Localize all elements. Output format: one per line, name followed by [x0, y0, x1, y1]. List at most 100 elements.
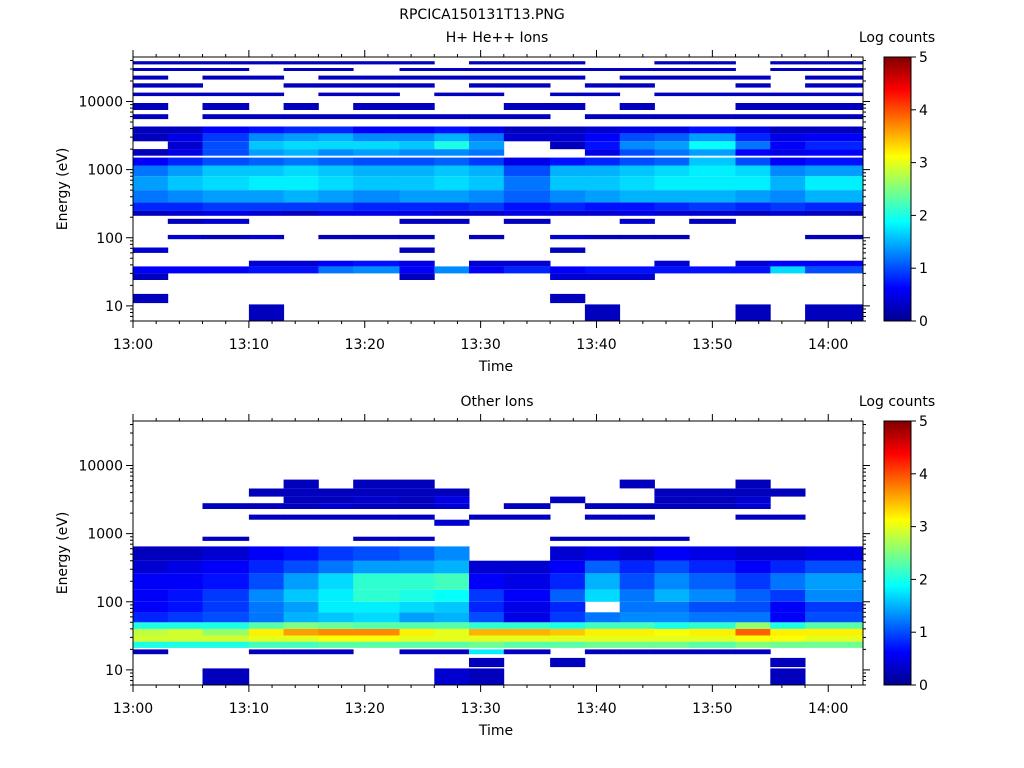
heatmap-cell [735, 304, 771, 321]
heatmap-cell [584, 176, 621, 191]
heatmap-cell [318, 68, 354, 71]
heatmap-cell [133, 165, 169, 177]
heatmap-cell [689, 628, 736, 636]
heatmap-cell [619, 176, 655, 191]
heatmap-cell [469, 560, 505, 574]
heatmap-cell [735, 496, 771, 504]
heatmap-cell [469, 601, 505, 613]
heatmap-cell [248, 546, 285, 561]
heatmap-cell [133, 176, 169, 191]
heatmap-cell [318, 266, 354, 274]
heatmap-cell [133, 266, 169, 274]
panel-1-colorbar-ticks: 0 1 2 3 4 5 [911, 50, 928, 330]
heatmap-cell [202, 234, 250, 240]
heatmap-cell [619, 514, 655, 520]
heatmap-cell [503, 190, 551, 203]
heatmap-cell [619, 114, 655, 120]
heatmap-cell [503, 514, 551, 520]
heatmap-cell [469, 149, 505, 156]
heatmap-cell [654, 202, 690, 211]
heatmap-cell [133, 560, 169, 574]
heatmap-cell [202, 114, 250, 120]
heatmap-cell [133, 75, 169, 80]
heatmap-cell [469, 190, 505, 203]
heatmap-cell [735, 514, 771, 520]
heatmap-cell [689, 133, 736, 142]
heatmap-cell [503, 218, 551, 224]
heatmap-cell [434, 141, 470, 150]
heatmap-cell [399, 83, 435, 88]
heatmap-cell [654, 496, 690, 504]
heatmap-cell [318, 165, 354, 177]
panel-1-x-axis: 13:00 13:10 13:20 13:30 13:40 13:50 14:00 [113, 50, 852, 353]
heatmap-cell [469, 266, 505, 274]
heatmap-cell [469, 141, 505, 150]
heatmap-cell [689, 92, 736, 97]
heatmap-cell [353, 503, 400, 509]
heatmap-cell [469, 202, 505, 211]
heatmap-cell [619, 479, 655, 489]
heatmap-cell [434, 75, 470, 80]
heatmap-cell [283, 68, 319, 71]
heatmap-cell [805, 601, 864, 613]
heatmap-cell [550, 560, 586, 574]
heatmap-cell [550, 190, 586, 203]
heatmap-cell [133, 247, 169, 253]
heatmap-cell [805, 141, 864, 150]
heatmap-cell [619, 68, 655, 71]
panel-2-plot-frame [132, 420, 864, 686]
heatmap-cell [689, 126, 736, 134]
heatmap-cell [248, 635, 285, 642]
y-tick-label: 10 [105, 663, 123, 679]
heatmap-cell [353, 266, 400, 274]
heatmap-cell [805, 103, 864, 110]
heatmap-cell [689, 68, 736, 71]
heatmap-cell [399, 260, 435, 267]
heatmap-cell [399, 503, 435, 509]
heatmap-cell [248, 234, 285, 240]
heatmap-cell [133, 622, 169, 629]
heatmap-cell [619, 649, 655, 655]
heatmap-cell [689, 202, 736, 211]
heatmap-cell [584, 560, 621, 574]
heatmap-cell [805, 546, 864, 561]
heatmap-cell [248, 157, 285, 166]
heatmap-cell [283, 141, 319, 150]
heatmap-cell [550, 133, 586, 142]
heatmap-cell [353, 157, 400, 166]
heatmap-cell [503, 210, 551, 216]
heatmap-cell [353, 641, 400, 648]
heatmap-cell [434, 202, 470, 211]
heatmap-cell [550, 293, 586, 304]
heatmap-cell [654, 546, 690, 561]
x-tick-label: 13:10 [229, 701, 269, 717]
heatmap-cell [503, 176, 551, 191]
heatmap-cell [202, 266, 250, 274]
heatmap-cell [283, 190, 319, 203]
heatmap-cell [584, 612, 621, 623]
heatmap-cell [318, 126, 354, 134]
heatmap-cell [399, 514, 435, 520]
heatmap-cell [434, 546, 470, 561]
heatmap-cell [202, 668, 250, 685]
heatmap-cell [735, 546, 771, 561]
heatmap-cell [689, 589, 736, 602]
heatmap-cell [399, 141, 435, 150]
heatmap-cell [399, 234, 435, 240]
heatmap-cell [167, 622, 203, 629]
heatmap-cell [550, 75, 586, 80]
heatmap-cell [283, 503, 319, 509]
panel-1-y-axis: 10 100 1000 10000 [78, 59, 870, 322]
heatmap-cell [469, 668, 505, 685]
heatmap-cell [735, 126, 771, 134]
heatmap-cell [770, 103, 806, 110]
heatmap-cell [619, 266, 655, 274]
heatmap-cell [133, 635, 169, 642]
heatmap-cell [353, 601, 400, 613]
heatmap-cell [469, 75, 505, 80]
heatmap-cell [248, 589, 285, 602]
heatmap-cell [353, 496, 400, 504]
heatmap-cell [805, 260, 864, 267]
heatmap-cell [283, 202, 319, 211]
heatmap-cell [434, 149, 470, 156]
